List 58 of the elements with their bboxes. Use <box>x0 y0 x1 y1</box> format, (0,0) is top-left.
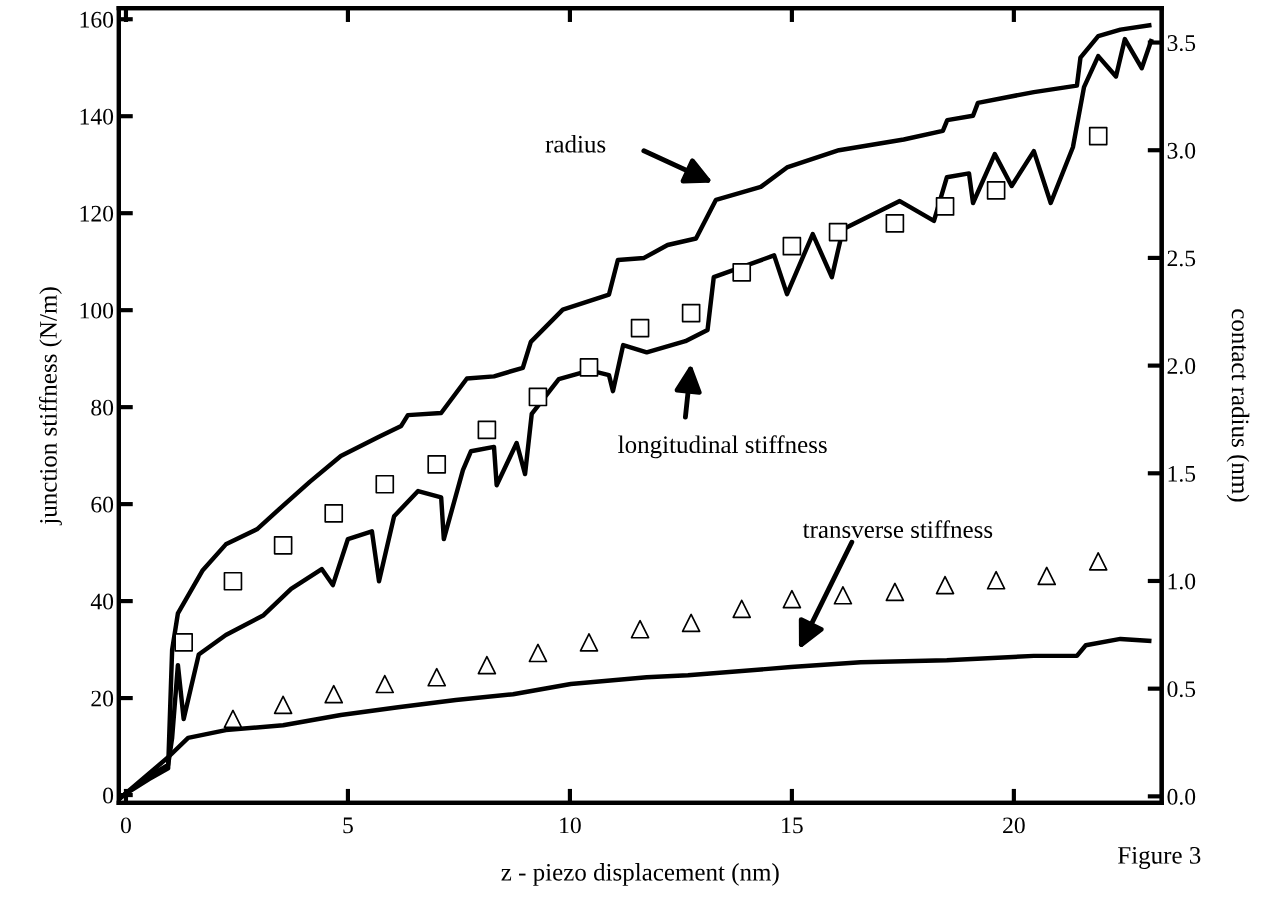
point <box>223 571 243 591</box>
x-tick-label: 0 <box>120 817 131 834</box>
point <box>579 358 599 377</box>
point <box>681 613 701 633</box>
point <box>528 387 548 407</box>
point <box>273 535 293 555</box>
y-tick-label: 140 <box>80 108 114 125</box>
y-tick-label: 60 <box>91 496 114 513</box>
point <box>885 582 905 602</box>
point <box>732 599 752 619</box>
x-axis-title: z - piezo displacement (nm) <box>501 863 779 886</box>
point <box>681 303 701 323</box>
point <box>477 655 497 675</box>
y2-tick-label: 1.5 <box>1168 465 1196 482</box>
annotation: longitudinal stiffness <box>618 435 827 459</box>
x-tick-label: 15 <box>782 817 803 834</box>
point <box>375 474 395 494</box>
point <box>324 684 344 704</box>
y2-tick-label: 2.0 <box>1167 358 1196 375</box>
y2-tick-label: 0.0 <box>1167 788 1196 805</box>
point <box>477 420 497 440</box>
y-tick-label: 40 <box>90 593 114 610</box>
y2-tick-label: 1.0 <box>1168 573 1196 590</box>
y-tick-label: 0 <box>103 787 114 804</box>
y2-tick-label: 0.5 <box>1167 681 1196 698</box>
point <box>324 503 344 523</box>
y-tick-label: 20 <box>91 690 114 707</box>
point <box>935 197 955 216</box>
point <box>986 181 1006 200</box>
point <box>1037 566 1057 586</box>
caption: Figure 3 <box>1118 846 1201 869</box>
point <box>782 589 802 609</box>
x-tick-label: 10 <box>560 817 581 834</box>
point <box>427 455 447 474</box>
y-tick-label: 80 <box>91 399 114 416</box>
y-tick-label: 160 <box>80 11 114 28</box>
y-tick-label: 120 <box>80 205 114 222</box>
point <box>528 643 548 663</box>
point <box>885 214 905 233</box>
point <box>273 695 293 715</box>
point <box>782 236 802 256</box>
annotation: transverse stiffness <box>802 520 993 539</box>
point <box>630 619 650 639</box>
x-tick-label: 5 <box>343 817 353 834</box>
y-tick-label: 100 <box>80 302 114 319</box>
annotation: radius <box>545 135 606 153</box>
y2-tick-label: 3.5 <box>1167 35 1196 52</box>
y-axis-title: junction stiffness (N/m) <box>38 287 62 526</box>
y2-tick-label: 2.5 <box>1167 250 1196 267</box>
point <box>1088 126 1108 146</box>
point <box>375 674 395 694</box>
x-tick-label: 20 <box>1003 817 1025 834</box>
point <box>828 222 848 242</box>
point <box>630 318 650 338</box>
y2-tick-label: 3.0 <box>1167 142 1196 159</box>
point <box>935 575 955 595</box>
point <box>732 263 752 282</box>
y2-axis-title: contact radius (nm) <box>1226 309 1250 502</box>
